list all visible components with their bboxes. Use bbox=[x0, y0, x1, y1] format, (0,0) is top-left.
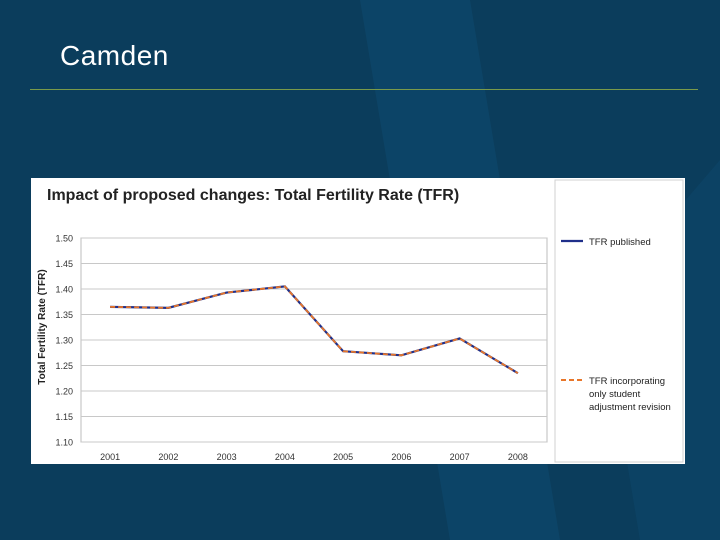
legend-label-student-line: only student bbox=[589, 389, 641, 400]
title-divider bbox=[30, 89, 698, 90]
series-line-2 bbox=[110, 285, 519, 374]
x-tick-label: 2007 bbox=[450, 452, 470, 462]
y-tick-label: 1.25 bbox=[55, 361, 73, 371]
chart-panel: Impact of proposed changes: Total Fertil… bbox=[31, 178, 685, 464]
y-tick-label: 1.45 bbox=[55, 259, 73, 269]
x-tick-label: 2006 bbox=[391, 452, 411, 462]
slide-title: Camden bbox=[60, 40, 169, 71]
x-tick-label: 2001 bbox=[100, 452, 120, 462]
y-tick-label: 1.20 bbox=[55, 387, 73, 397]
x-tick-label: 2003 bbox=[217, 452, 237, 462]
y-tick-label: 1.10 bbox=[55, 438, 73, 448]
y-tick-label: 1.15 bbox=[55, 412, 73, 422]
y-tick-label: 1.50 bbox=[55, 234, 73, 244]
legend-box bbox=[554, 179, 684, 463]
legend-label-student-line: adjustment revision bbox=[589, 402, 671, 413]
y-axis-label: Total Fertility Rate (TFR) bbox=[37, 269, 48, 384]
fertility-rate-chart: Impact of proposed changes: Total Fertil… bbox=[37, 179, 684, 463]
y-tick-label: 1.35 bbox=[55, 310, 73, 320]
x-tick-label: 2008 bbox=[508, 452, 528, 462]
x-tick-label: 2002 bbox=[158, 452, 178, 462]
x-tick-label: 2005 bbox=[333, 452, 353, 462]
chart-title: Impact of proposed changes: Total Fertil… bbox=[47, 187, 459, 204]
y-tick-label: 1.40 bbox=[55, 285, 73, 295]
legend-label-published: TFR published bbox=[589, 237, 651, 248]
legend-label-student-line: TFR incorporating bbox=[589, 376, 665, 387]
x-tick-label: 2004 bbox=[275, 452, 295, 462]
y-tick-label: 1.30 bbox=[55, 336, 73, 346]
